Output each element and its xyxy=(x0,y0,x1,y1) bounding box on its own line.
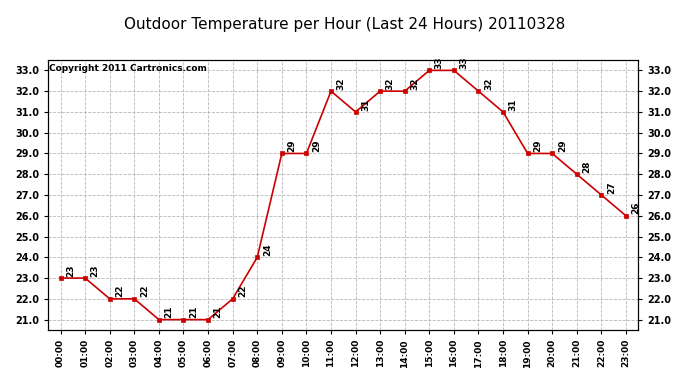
Text: 23: 23 xyxy=(66,264,75,277)
Text: 22: 22 xyxy=(140,285,149,297)
Text: 31: 31 xyxy=(361,98,370,111)
Text: Outdoor Temperature per Hour (Last 24 Hours) 20110328: Outdoor Temperature per Hour (Last 24 Ho… xyxy=(124,17,566,32)
Text: 32: 32 xyxy=(337,77,346,90)
Text: 27: 27 xyxy=(607,181,616,194)
Text: 29: 29 xyxy=(312,140,321,152)
Text: 21: 21 xyxy=(189,306,198,318)
Text: 26: 26 xyxy=(631,202,640,214)
Text: 32: 32 xyxy=(411,77,420,90)
Text: 32: 32 xyxy=(484,77,493,90)
Text: 24: 24 xyxy=(263,243,272,256)
Text: 29: 29 xyxy=(287,140,297,152)
Text: 22: 22 xyxy=(238,285,247,297)
Text: 33: 33 xyxy=(460,57,469,69)
Text: 29: 29 xyxy=(533,140,542,152)
Text: 33: 33 xyxy=(435,57,444,69)
Text: Copyright 2011 Cartronics.com: Copyright 2011 Cartronics.com xyxy=(50,64,208,73)
Text: 23: 23 xyxy=(90,264,100,277)
Text: 21: 21 xyxy=(164,306,173,318)
Text: 22: 22 xyxy=(115,285,124,297)
Text: 28: 28 xyxy=(582,160,591,173)
Text: 21: 21 xyxy=(214,306,223,318)
Text: 32: 32 xyxy=(386,77,395,90)
Text: 29: 29 xyxy=(558,140,566,152)
Text: 31: 31 xyxy=(509,98,518,111)
